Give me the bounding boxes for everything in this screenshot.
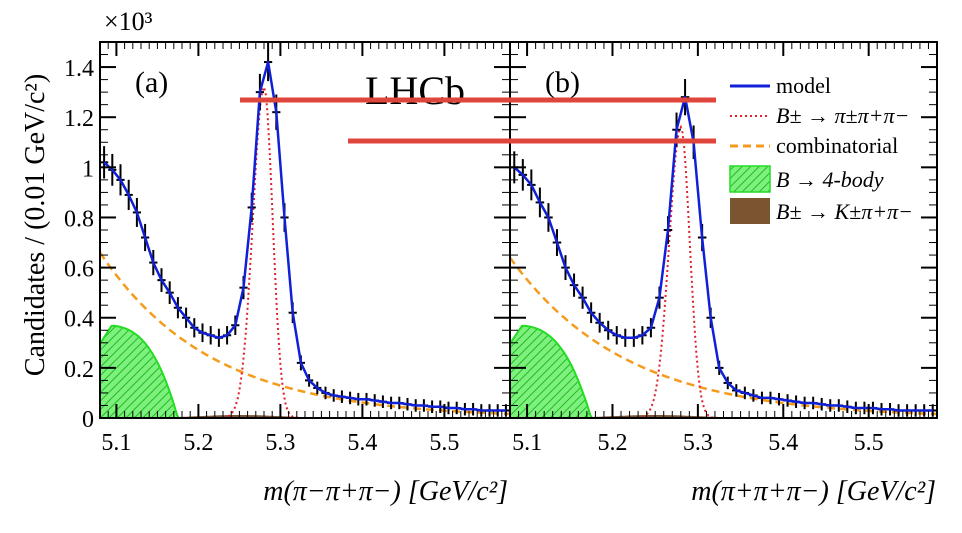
series-model-line — [103, 60, 506, 412]
legend-label-signal: B± → π±π+π− — [776, 103, 909, 128]
y-tick-label: 0.6 — [64, 257, 94, 283]
panel-label-a: (a) — [135, 66, 168, 99]
series-4body-fill — [510, 324, 594, 418]
x-tick-label: 5.4 — [347, 430, 377, 456]
legend: model B± → π±π+π− combinatorial B → 4-bo… — [729, 73, 913, 224]
y-tick-label: 0 — [82, 407, 94, 433]
x-tick-label: 5.2 — [183, 430, 213, 456]
y-tick-label: 0.4 — [64, 307, 94, 333]
legend-label-kpipi: B± → K±π+π− — [776, 199, 913, 224]
chart-panels: 5.1 5.2 5.3 5.4 5.500.20.40.60.811.21.45.1 5.… — [64, 41, 938, 456]
y-axis-title: Candidates / (0.01 GeV/c²) — [20, 74, 51, 376]
y-tick-label: 0.8 — [64, 206, 94, 232]
plot-area — [510, 79, 937, 418]
series-signal-line — [612, 124, 750, 418]
x-tick-label: 5.5 — [429, 430, 459, 456]
panel-a: 5.1 5.2 5.3 5.4 5.5 0 0.2 0.4 0.6 0.8 1 1.2 1.4 — [64, 41, 511, 456]
x-tick-label: 5.2 — [597, 430, 627, 456]
legend-kpipi-swatch — [730, 198, 770, 224]
x-tick-label: 5.3 — [683, 430, 713, 456]
panel-label-b: (b) — [545, 66, 580, 99]
x-tick-label: 5.3 — [265, 430, 295, 456]
legend-label-combinatorial: combinatorial — [776, 133, 898, 158]
series-combinatorial-line — [100, 251, 510, 416]
series-signal-line — [198, 84, 330, 418]
x-axis-title-a: m(π−π+π−) [GeV/c²] — [263, 476, 508, 507]
x-axis-title-b: m(π+π+π−) [GeV/c²] — [691, 476, 936, 507]
legend-4body-swatch — [729, 165, 771, 193]
experiment-label: LHCb — [365, 68, 465, 113]
y-tick-label: 1 — [82, 156, 94, 182]
series-model-line — [513, 95, 933, 412]
x-tick-label: 5.1 — [512, 430, 542, 456]
x-tick-label: 5.5 — [854, 430, 884, 456]
series-4body-fill — [100, 324, 180, 418]
y-axis-multiplier: ×10³ — [104, 7, 153, 36]
y-tick-label: 1.4 — [64, 56, 94, 82]
x-tick-label: 5.1 — [101, 430, 131, 456]
y-tick-label: 0.2 — [64, 357, 94, 383]
legend-label-4body: B → 4-body — [776, 167, 884, 192]
x-tick-label: 5.4 — [768, 430, 798, 456]
y-tick-label: 1.2 — [64, 106, 94, 132]
panel-b: 5.1 5.2 5.3 5.4 5.5 — [509, 41, 938, 456]
legend-label-model: model — [776, 73, 831, 98]
